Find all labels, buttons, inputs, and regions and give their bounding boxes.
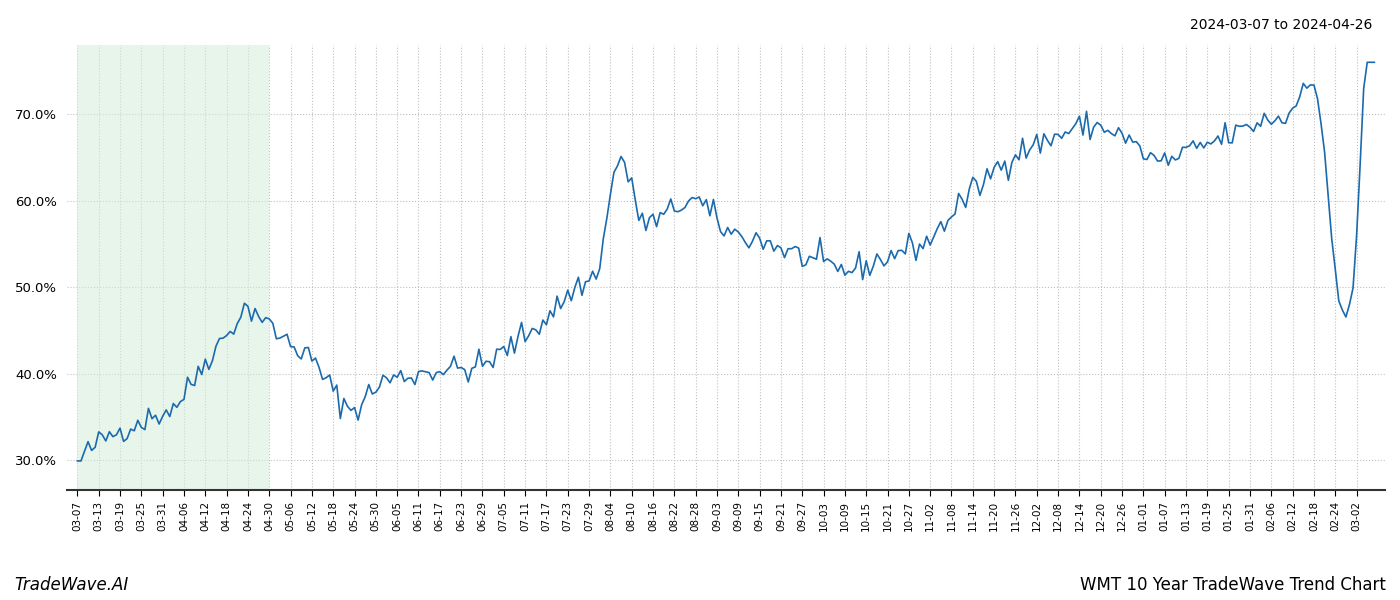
Text: WMT 10 Year TradeWave Trend Chart: WMT 10 Year TradeWave Trend Chart <box>1081 576 1386 594</box>
Text: TradeWave.AI: TradeWave.AI <box>14 576 129 594</box>
Bar <box>77 45 269 490</box>
Text: 2024-03-07 to 2024-04-26: 2024-03-07 to 2024-04-26 <box>1190 18 1372 32</box>
